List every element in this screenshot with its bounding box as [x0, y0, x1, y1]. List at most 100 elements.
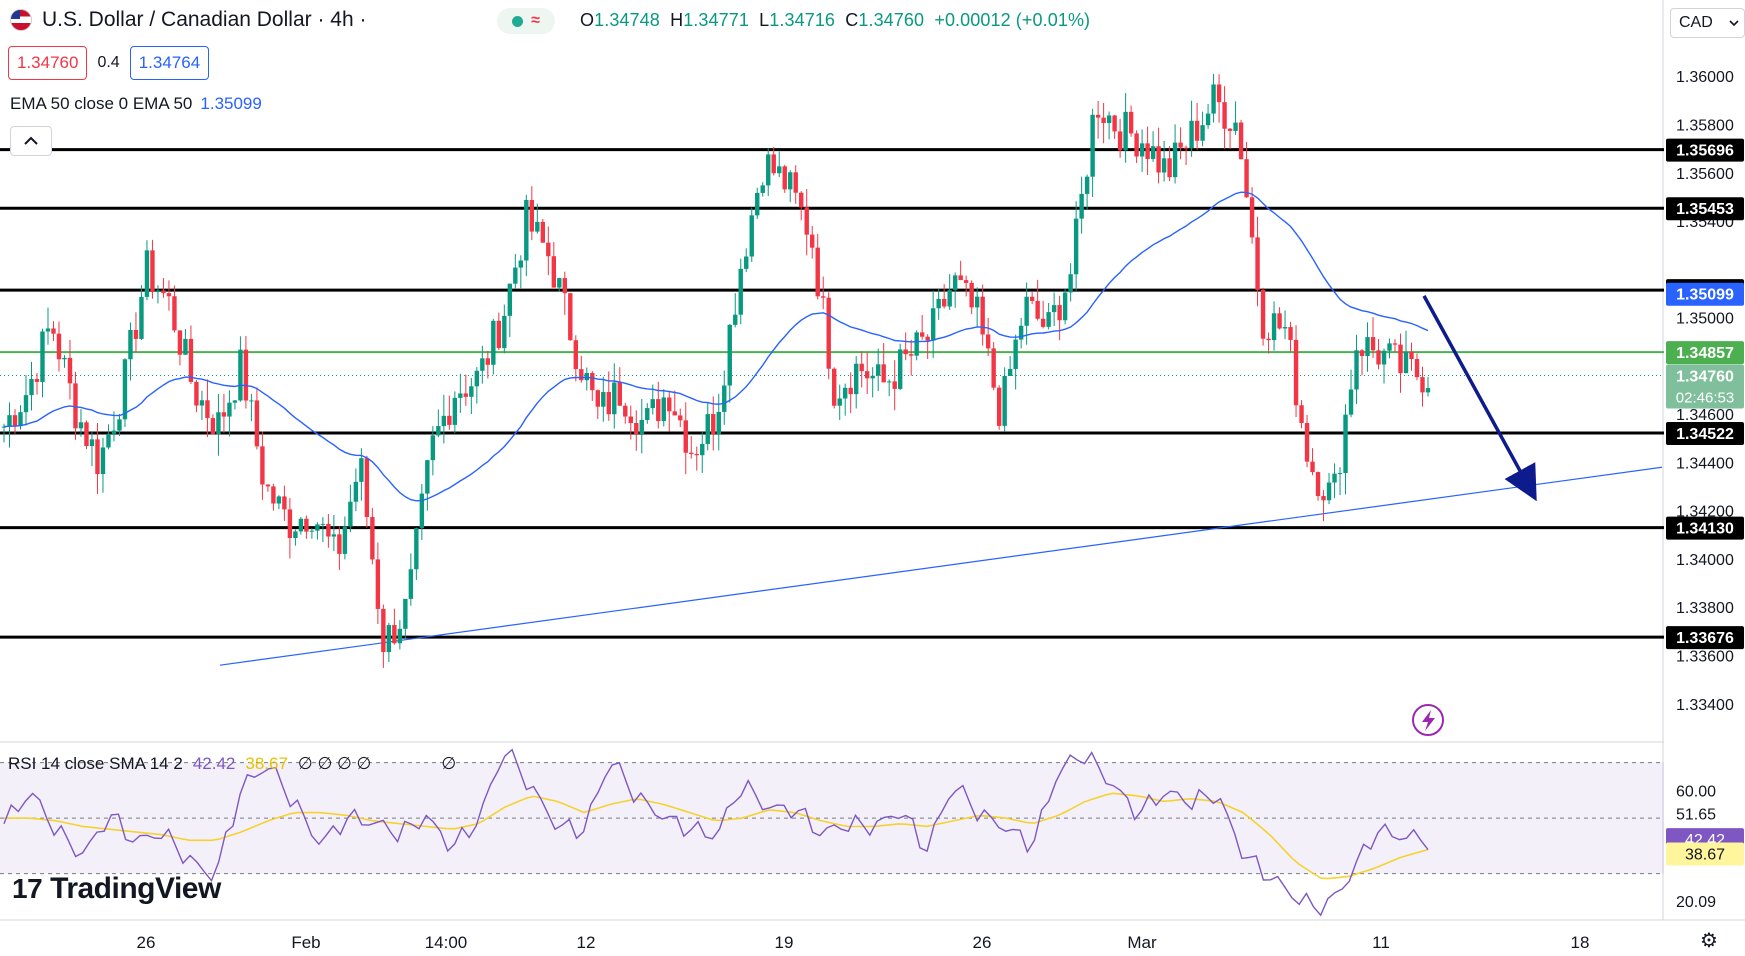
candle-body — [1194, 120, 1200, 141]
candle-body — [1134, 133, 1139, 157]
candle-body — [705, 414, 710, 444]
candle-body — [67, 357, 73, 384]
candle-body — [788, 172, 793, 190]
candle-body — [568, 293, 573, 341]
low-label: L — [759, 10, 770, 30]
candle-body — [991, 348, 996, 388]
candle-body — [1029, 296, 1035, 301]
candle-body — [1414, 359, 1420, 378]
candle-body — [1172, 142, 1178, 178]
candle-body — [342, 526, 348, 554]
candle-body — [441, 415, 447, 427]
candle-body — [810, 234, 815, 248]
sell-price-button[interactable]: 1.34760 — [8, 46, 88, 80]
candle-body — [1299, 405, 1304, 423]
candle-body — [711, 414, 716, 435]
candle-body — [188, 338, 194, 382]
currency-selector[interactable]: CAD — [1670, 8, 1745, 38]
candle-body — [1002, 375, 1007, 426]
candle-body — [1139, 143, 1145, 157]
symbol-title[interactable]: U.S. Dollar / Canadian Dollar · 4h · — [42, 8, 367, 31]
candle-body — [1156, 146, 1161, 173]
rsi-tick-label: 51.65 — [1676, 807, 1716, 824]
price-tick-label: 1.34400 — [1676, 455, 1734, 472]
candle-body — [1387, 343, 1392, 351]
price-tick-label: 1.36000 — [1676, 69, 1734, 86]
candle-body — [1123, 111, 1128, 151]
ema-legend-value: 1.35099 — [200, 94, 262, 113]
level-price-tag: 1.34130 — [1676, 521, 1734, 538]
price-tick-label: 1.35000 — [1676, 311, 1734, 328]
candle-body — [892, 381, 897, 389]
candle-body — [766, 154, 771, 186]
lightning-bolt-icon — [1422, 710, 1435, 731]
market-status-pill[interactable]: ≈ — [497, 8, 555, 34]
candle-body — [1068, 274, 1073, 293]
candle-body — [183, 338, 188, 355]
level-price-tag: 1.35453 — [1676, 201, 1734, 218]
candle-body — [23, 395, 29, 413]
candle-body — [485, 358, 491, 365]
candle-body — [562, 278, 568, 294]
time-tick-label: Mar — [1127, 933, 1157, 952]
level-price-tag: 1.35696 — [1676, 143, 1734, 160]
candle-body — [826, 297, 831, 369]
candle-body — [1304, 422, 1310, 462]
rsi-legend[interactable]: RSI 14 close SMA 14 2 42.42 38.67 ∅ ∅ ∅ … — [8, 754, 456, 774]
candle-body — [216, 412, 221, 435]
candle-body — [941, 298, 947, 307]
candle-body — [34, 379, 40, 382]
candle-body — [755, 192, 760, 216]
buy-price-button[interactable]: 1.34764 — [129, 46, 210, 80]
candle-body — [963, 280, 969, 283]
candle-body — [194, 381, 199, 406]
settings-icon[interactable]: ⚙ — [1700, 930, 1718, 952]
candle-body — [843, 387, 848, 399]
candle-body — [1321, 496, 1326, 501]
candle-body — [1392, 343, 1398, 345]
candle-body — [315, 524, 320, 531]
candle-body — [1057, 305, 1062, 321]
candle-body — [1128, 111, 1134, 134]
candle-body — [584, 372, 589, 381]
candle-body — [903, 349, 908, 355]
candle-body — [293, 531, 298, 539]
ema-price-tag-bg — [1666, 282, 1744, 306]
candle-body — [1420, 377, 1425, 393]
candle-body — [1161, 158, 1167, 173]
ema-legend-label: EMA 50 close 0 EMA 50 — [10, 94, 193, 113]
symbol-title-wrap[interactable]: U.S. Dollar / Canadian Dollar · 4h · — [10, 8, 366, 32]
candle-body — [601, 392, 606, 407]
time-tick-label: 26 — [137, 933, 156, 952]
tradingview-logo[interactable]: 17 TradingView — [12, 872, 221, 906]
candle-body — [56, 333, 62, 360]
candle-body — [238, 349, 243, 401]
candle-body — [1271, 313, 1277, 341]
candle-body — [1216, 84, 1222, 103]
candle-body — [881, 364, 886, 383]
ema-legend[interactable]: EMA 50 close 0 EMA 50 1.35099 — [10, 94, 262, 114]
candle-body — [1249, 197, 1255, 238]
candle-body — [403, 598, 408, 629]
current-price-tag-bg — [1666, 364, 1744, 409]
time-tick-label: 19 — [775, 933, 794, 952]
candle-body — [78, 422, 84, 429]
candle-body — [1112, 115, 1117, 132]
status-dot-icon — [512, 15, 524, 27]
candle-body — [980, 296, 985, 335]
candle-body — [1343, 414, 1348, 474]
level-price-tag-bg — [1666, 516, 1744, 540]
time-tick-label: 14:00 — [425, 933, 468, 952]
candle-body — [1222, 102, 1227, 129]
candle-body — [617, 382, 622, 406]
collapse-legend-button[interactable] — [10, 126, 52, 156]
candle-body — [1035, 300, 1040, 319]
candle-body — [205, 400, 210, 419]
collapse-chevron-icon — [24, 136, 38, 145]
candle-body — [974, 296, 980, 308]
candle-body — [326, 523, 331, 537]
rsi-sma-tag: 38.67 — [1685, 847, 1725, 864]
candle-body — [7, 415, 12, 427]
